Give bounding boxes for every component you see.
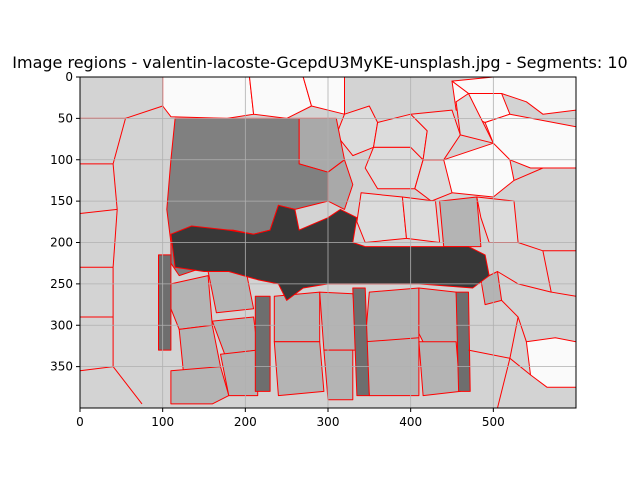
segment-region-1	[162, 77, 255, 119]
y-tick-label: 300	[50, 318, 73, 332]
x-tick-label: 500	[482, 415, 505, 429]
segment-region-34	[298, 117, 345, 173]
x-tick-label: 0	[76, 415, 84, 429]
segment-boundary-7	[112, 118, 126, 165]
segment-region-23	[170, 366, 230, 405]
segment-region-14	[356, 192, 407, 243]
chart-title: Image regions - valentin-lacoste-GcepdU3…	[12, 53, 627, 72]
segment-region-42	[170, 204, 490, 301]
segment-region-15	[401, 196, 441, 243]
segment-region-32	[418, 341, 461, 397]
y-tick-label: 250	[50, 277, 73, 291]
segment-region-25	[273, 291, 321, 343]
segment-region-38	[158, 254, 172, 351]
y-tick-label: 100	[50, 153, 73, 167]
y-axis: 0 50 100 150 200 250 300 350	[50, 70, 80, 374]
segment-region-40	[352, 287, 370, 397]
x-tick-label: 300	[317, 415, 340, 429]
segment-region-17	[439, 196, 482, 248]
x-tick-label: 100	[151, 415, 174, 429]
segment-region-10	[364, 146, 424, 190]
segment-boundary-9	[112, 209, 118, 268]
segment-boundary-6	[80, 366, 114, 372]
segment-boundary-21	[468, 349, 510, 359]
segment-region-28	[323, 349, 354, 401]
x-tick-label: 200	[234, 415, 257, 429]
y-tick-label: 0	[65, 70, 73, 84]
segment-region-39	[254, 295, 271, 392]
segment-region-2	[249, 77, 312, 119]
y-tick-label: 350	[50, 360, 73, 374]
segment-region-30	[418, 287, 461, 351]
segment-boundary-13	[112, 366, 143, 405]
segment-boundary-8	[112, 163, 118, 210]
x-axis: 0 100 200 300 400 500	[76, 408, 505, 429]
segment-region-41	[455, 291, 471, 392]
segment-boundary-12	[125, 105, 163, 119]
y-tick-label: 200	[50, 236, 73, 250]
segment-region-27	[273, 341, 325, 397]
y-tick-label: 50	[58, 111, 73, 125]
segment-boundary-15	[513, 167, 544, 181]
y-tick-label: 150	[50, 194, 73, 208]
x-tick-label: 400	[399, 415, 422, 429]
segment-boundary-3	[80, 208, 118, 214]
